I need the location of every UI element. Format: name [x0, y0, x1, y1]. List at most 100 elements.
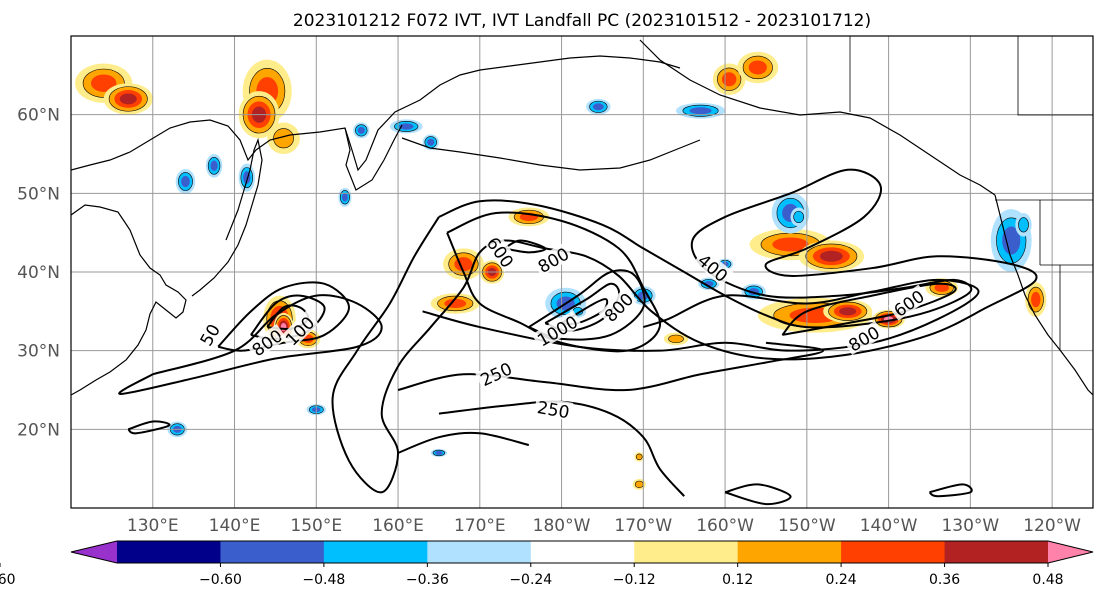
positive-ivt-anomaly	[934, 283, 950, 292]
coastline-asia-east	[71, 204, 187, 396]
longitude-label: 140°E	[209, 516, 261, 536]
negative-ivt-anomaly	[592, 103, 604, 111]
positive-ivt-anomaly	[1031, 291, 1041, 308]
longitude-label: 120°W	[1023, 516, 1081, 536]
contour-label-background	[532, 242, 574, 277]
colorbar-segment	[944, 541, 1049, 563]
colorbar-tick-label: −0.36	[406, 572, 449, 588]
negative-ivt-anomaly	[427, 138, 435, 146]
ivt-contour-line	[528, 269, 646, 341]
negative-ivt-anomaly	[689, 107, 712, 115]
colorbar-tick-label: 0.36	[929, 572, 960, 588]
contour-label-background	[246, 323, 287, 360]
latitude-label: 60°N	[17, 106, 60, 126]
coastline-north-america-west	[994, 194, 1093, 396]
colorbar-outline	[70, 540, 1094, 564]
aleutian-islands	[401, 137, 701, 171]
latitude-label: 50°N	[17, 184, 60, 204]
negative-ivt-anomaly	[1018, 217, 1029, 233]
longitude-label: 140°W	[860, 516, 918, 536]
positive-ivt-anomaly	[273, 128, 294, 149]
negative-ivt-anomaly	[793, 210, 804, 224]
coastline-russia-okhotsk	[71, 55, 681, 172]
colorbar-segment	[634, 541, 739, 563]
colorbar-tick-label: −0.60	[199, 572, 242, 588]
political-borders	[849, 36, 1093, 350]
negative-ivt-anomaly	[210, 160, 218, 172]
ivt-contour-line	[127, 420, 171, 435]
latitude-label: 40°N	[17, 263, 60, 283]
colorbar-tick-label: −0.24	[509, 572, 552, 588]
negative-ivt-anomaly	[435, 450, 443, 455]
ivt-contour-line	[503, 239, 547, 254]
ivt-contour-line	[781, 282, 957, 336]
negative-ivt-anomaly	[181, 175, 190, 188]
contour-label-background	[888, 284, 929, 321]
ivt-contour-line	[724, 483, 792, 506]
longitude-label: 150°W	[778, 516, 836, 536]
latitude-label: 20°N	[17, 420, 60, 440]
figure-title: 2023101212 F072 IVT, IVT Landfall PC (20…	[293, 11, 871, 31]
longitude-label: 130°W	[941, 516, 999, 536]
ivt-contour-line	[422, 278, 980, 352]
border-us-states	[1039, 200, 1093, 350]
contour-label-background	[475, 357, 517, 390]
colorbar-segment	[427, 541, 532, 563]
colorbar-tick-label: −0.48	[302, 572, 345, 588]
ivt-contour-line	[397, 341, 825, 392]
contour-label: 800	[246, 323, 287, 361]
ivt-contour-line	[928, 483, 973, 498]
positive-ivt-anomaly	[119, 93, 137, 105]
ivt-contour-line	[118, 294, 383, 395]
colorbar-segment	[841, 541, 946, 563]
contour-label-background	[483, 231, 520, 273]
ivt-contour-line	[397, 431, 530, 454]
contour-label-background	[194, 318, 224, 351]
longitude-label: 130°E	[127, 516, 179, 536]
map-frame	[70, 35, 1094, 509]
coastlines	[71, 39, 1093, 396]
ivt-contours	[118, 168, 1038, 506]
positive-ivt-anomaly	[635, 453, 643, 461]
positive-ivt-anomaly	[772, 237, 809, 252]
longitude-label: 160°E	[372, 516, 424, 536]
colorbar-segment	[737, 541, 842, 563]
contour-label-background	[693, 248, 734, 287]
colorbar-tick-label: −0.12	[613, 572, 656, 588]
longitude-label: 170°W	[614, 516, 672, 536]
negative-ivt-anomaly	[357, 126, 365, 134]
contour-label-background	[279, 310, 319, 350]
ivt-contour-line	[446, 211, 662, 353]
longitude-labels: 130°E 140°E 150°E 160°E 170°E 180°W 170°W 160°W…	[127, 516, 1081, 536]
positive-ivt-anomaly	[721, 72, 737, 87]
longitude-label: 160°W	[696, 516, 754, 536]
colorbar-lower-tip	[71, 541, 117, 563]
positive-ivt-anomaly	[839, 307, 857, 316]
positive-ivt-anomaly	[748, 60, 767, 75]
negative-ivt-anomaly	[398, 123, 414, 130]
longitude-label: 150°E	[290, 516, 342, 536]
colorbar-tick-label: 0.48	[1032, 572, 1063, 588]
coastline-kamchatka	[344, 124, 403, 191]
colorbar-upper-tip	[1048, 541, 1093, 563]
colorbar-tick-label: 0.60	[0, 572, 16, 588]
positive-ivt-anomaly	[634, 480, 644, 489]
contour-label-background	[598, 287, 638, 327]
contour-label-background	[533, 396, 574, 421]
colorbar-segment	[530, 541, 635, 563]
latitude-labels: 60°N 50°N 40°N 30°N 20°N	[17, 106, 60, 441]
coastline-japan	[191, 137, 263, 297]
colorbar-segment	[220, 541, 325, 563]
coastline-alaska	[639, 39, 996, 196]
border-canada-us	[1017, 36, 1093, 116]
colorbar-segment	[117, 541, 221, 563]
latitude-label: 30°N	[17, 342, 60, 362]
positive-ivt-anomaly	[668, 334, 684, 344]
positive-ivt-anomaly	[819, 250, 843, 262]
positive-ivt-anomaly	[90, 74, 117, 92]
contour-label-background	[843, 320, 885, 356]
ivt-contour-line	[331, 168, 1038, 494]
negative-ivt-anomaly	[1002, 226, 1021, 255]
